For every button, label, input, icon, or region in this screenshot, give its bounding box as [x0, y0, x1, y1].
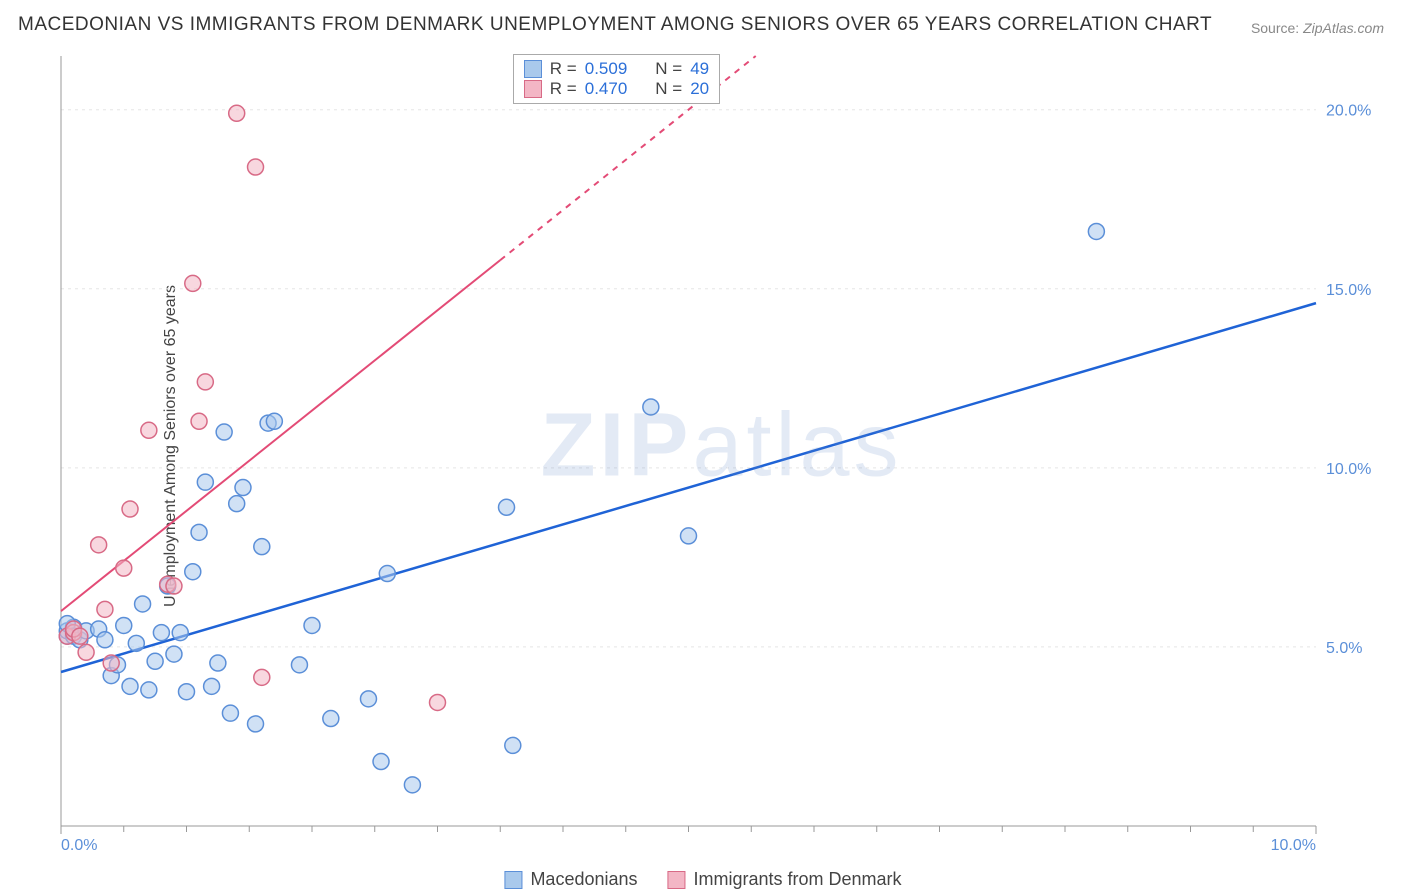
svg-text:5.0%: 5.0%: [1326, 640, 1362, 657]
legend-swatch: [668, 871, 686, 889]
svg-text:20.0%: 20.0%: [1326, 103, 1371, 120]
legend-swatch: [524, 60, 542, 78]
stats-legend-row: R = 0.509 N = 49: [524, 59, 709, 79]
svg-text:0.0%: 0.0%: [61, 837, 97, 854]
svg-text:10.0%: 10.0%: [1271, 837, 1316, 854]
source-label: Source:: [1251, 20, 1299, 36]
r-value: 0.470: [585, 79, 628, 99]
svg-text:10.0%: 10.0%: [1326, 461, 1371, 478]
chart-area: ZIPatlas 5.0%10.0%15.0%20.0%0.0%10.0% R …: [55, 48, 1388, 854]
chart-title: MACEDONIAN VS IMMIGRANTS FROM DENMARK UN…: [18, 14, 1212, 36]
n-label: N =: [655, 79, 682, 99]
n-value: 20: [690, 79, 709, 99]
legend-swatch: [524, 80, 542, 98]
source-value: ZipAtlas.com: [1303, 20, 1384, 36]
stats-legend: R = 0.509 N = 49 R = 0.470 N = 20: [513, 54, 720, 104]
series-legend-label: Macedonians: [530, 869, 637, 890]
r-label: R =: [550, 59, 577, 79]
n-value: 49: [690, 59, 709, 79]
legend-swatch: [504, 871, 522, 889]
series-legend-item: Immigrants from Denmark: [668, 869, 902, 890]
stats-legend-row: R = 0.470 N = 20: [524, 79, 709, 99]
r-value: 0.509: [585, 59, 628, 79]
series-legend-item: Macedonians: [504, 869, 637, 890]
r-label: R =: [550, 79, 577, 99]
n-label: N =: [655, 59, 682, 79]
svg-text:15.0%: 15.0%: [1326, 282, 1371, 299]
series-legend-label: Immigrants from Denmark: [694, 869, 902, 890]
scatter-chart: 5.0% 10.0% 15.0% 20.0% 0.0% 10.0%: [55, 48, 1388, 854]
series-legend: Macedonians Immigrants from Denmark: [504, 869, 901, 890]
source-attribution: Source: ZipAtlas.com: [1251, 20, 1384, 36]
